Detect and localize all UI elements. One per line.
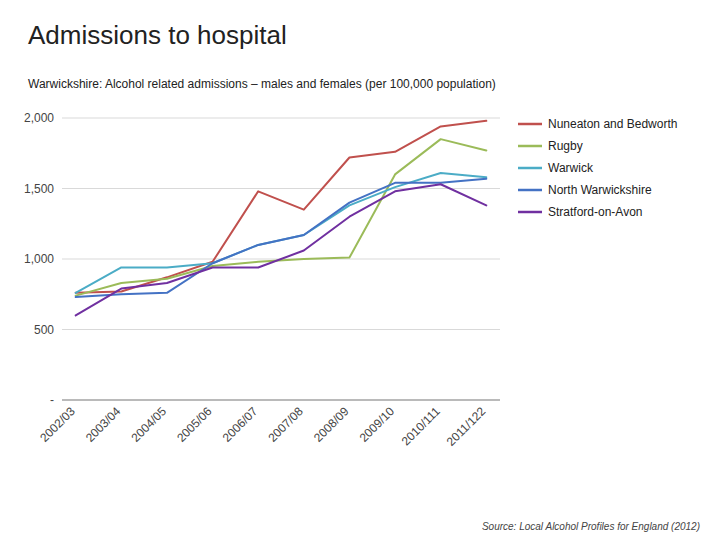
x-tick-label: 2011/122 xyxy=(444,404,489,449)
legend-label: Warwick xyxy=(548,161,594,175)
legend-label: Stratford-on-Avon xyxy=(548,205,643,219)
annotation: Source: Local Alcohol Profiles for Engla… xyxy=(482,521,700,532)
x-tick-label: 2003/04 xyxy=(83,404,124,445)
x-tick-label: 2007/08 xyxy=(265,404,306,445)
x-axis: 2002/032003/042004/052005/062006/072007/… xyxy=(37,404,488,449)
x-tick-label: 2005/06 xyxy=(174,404,215,445)
y-tick-label: 500 xyxy=(34,323,54,337)
x-tick-label: 2010/111 xyxy=(399,404,443,448)
legend-swatch xyxy=(518,167,542,170)
grid-line xyxy=(62,400,500,401)
legend-swatch xyxy=(518,123,542,126)
y-tick-label: 1,500 xyxy=(24,182,54,196)
grid-line xyxy=(62,329,500,330)
x-tick-label: 2006/07 xyxy=(220,404,261,445)
series-line xyxy=(76,184,487,315)
series-lines xyxy=(76,121,487,316)
x-tick-label: 2008/09 xyxy=(311,404,352,445)
series-line xyxy=(76,121,487,293)
x-tick-label: 2002/03 xyxy=(37,404,78,445)
y-tick-label: - xyxy=(50,393,54,407)
chart: Admissions to hospital Warwickshire: Alco… xyxy=(0,0,720,540)
x-tick-label: 2004/05 xyxy=(128,404,169,445)
grid-line xyxy=(62,118,500,119)
series-line xyxy=(76,139,487,296)
legend-label: North Warwickshire xyxy=(548,183,652,197)
x-tick-label: 2009/10 xyxy=(357,404,398,445)
legend-swatch xyxy=(518,211,542,214)
legend-swatch xyxy=(518,145,542,148)
y-tick-label: 1,000 xyxy=(24,252,54,266)
series-line xyxy=(76,173,487,293)
subtitle: Warwickshire: Alcohol related admissions… xyxy=(28,77,496,91)
legend-swatch xyxy=(518,189,542,192)
x-axis-line xyxy=(62,400,500,401)
legend-label: Nuneaton and Bedworth xyxy=(548,117,677,131)
legend: Nuneaton and Bedworth Rugby Warwick North W… xyxy=(518,117,677,219)
legend-label: Rugby xyxy=(548,139,583,153)
y-tick-label: 2,000 xyxy=(24,111,54,125)
title: Admissions to hospital xyxy=(28,20,287,50)
y-axis: - 500 1,000 1,500 2,000 xyxy=(24,111,500,407)
series-line xyxy=(76,179,487,297)
grid-line xyxy=(62,188,500,189)
